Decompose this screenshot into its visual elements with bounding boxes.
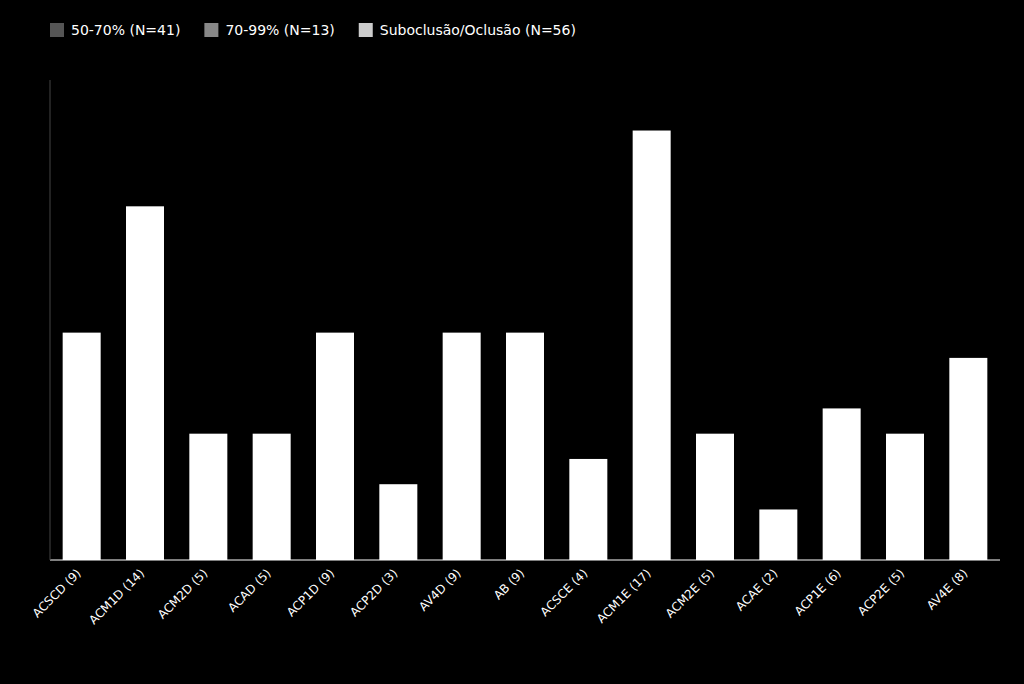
bar bbox=[63, 333, 101, 560]
bar bbox=[696, 434, 734, 560]
legend-swatch bbox=[50, 23, 64, 37]
bar bbox=[886, 434, 924, 560]
x-tick-label: ACM1E (17) bbox=[594, 566, 654, 626]
bar bbox=[949, 358, 987, 560]
x-tick-label: AV4E (8) bbox=[924, 566, 970, 612]
x-tick-label: ACP2E (5) bbox=[855, 566, 907, 618]
bar bbox=[443, 333, 481, 560]
x-tick-label: AB (9) bbox=[491, 566, 527, 602]
bar bbox=[823, 408, 861, 560]
x-axis-line bbox=[50, 560, 1000, 561]
legend-label: 50-70% (N=41) bbox=[71, 22, 180, 38]
x-tick-label: ACP1D (9) bbox=[284, 566, 337, 619]
y-axis-line bbox=[50, 80, 51, 560]
x-tick-label: ACSCD (9) bbox=[30, 566, 84, 620]
legend-label: Suboclusão/Oclusão (N=56) bbox=[380, 22, 576, 38]
x-tick-label: AV4D (9) bbox=[416, 566, 464, 614]
x-tick-labels: ACSCD (9)ACM1D (14)ACM2D (5)ACAD (5)ACP1… bbox=[30, 566, 971, 627]
bar bbox=[126, 206, 164, 560]
bar bbox=[189, 434, 227, 560]
x-tick-label: ACP2D (3) bbox=[347, 566, 400, 619]
bars bbox=[63, 131, 988, 560]
x-tick-label: ACP1E (6) bbox=[792, 566, 844, 618]
x-tick-label: ACSCE (4) bbox=[538, 566, 591, 619]
x-tick-label: ACM2E (5) bbox=[663, 566, 717, 620]
chart: ACSCD (9)ACM1D (14)ACM2D (5)ACAD (5)ACP1… bbox=[0, 0, 1024, 684]
legend-label: 70-99% (N=13) bbox=[225, 22, 334, 38]
bar bbox=[506, 333, 544, 560]
legend-swatch bbox=[359, 23, 373, 37]
bar bbox=[379, 484, 417, 560]
bar bbox=[759, 509, 797, 560]
bar bbox=[633, 131, 671, 560]
x-tick-label: ACM1D (14) bbox=[86, 566, 147, 627]
bar bbox=[316, 333, 354, 560]
legend: 50-70% (N=41) 70-99% (N=13) Suboclusão/Ocl… bbox=[50, 22, 576, 38]
x-tick-label: ACM2D (5) bbox=[155, 566, 210, 621]
bar bbox=[253, 434, 291, 560]
bar bbox=[569, 459, 607, 560]
x-tick-label: ACAE (2) bbox=[733, 566, 780, 613]
legend-swatch bbox=[204, 23, 218, 37]
x-tick-label: ACAD (5) bbox=[225, 566, 274, 615]
